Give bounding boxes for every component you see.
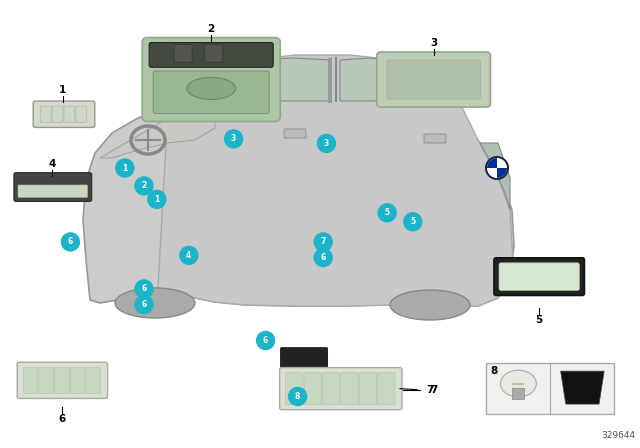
FancyBboxPatch shape	[52, 106, 63, 122]
Polygon shape	[175, 68, 215, 113]
Wedge shape	[487, 158, 497, 168]
FancyBboxPatch shape	[323, 373, 340, 405]
FancyBboxPatch shape	[153, 71, 269, 113]
Circle shape	[486, 157, 508, 179]
Circle shape	[116, 159, 134, 177]
Polygon shape	[83, 101, 514, 306]
Text: 2: 2	[207, 24, 215, 34]
Text: 6: 6	[68, 237, 73, 246]
Bar	[513, 388, 524, 399]
FancyBboxPatch shape	[341, 373, 358, 405]
FancyBboxPatch shape	[378, 373, 395, 405]
FancyBboxPatch shape	[494, 258, 584, 295]
Circle shape	[61, 233, 79, 251]
Text: 5: 5	[535, 315, 543, 325]
FancyBboxPatch shape	[280, 348, 328, 370]
FancyBboxPatch shape	[33, 101, 95, 127]
Circle shape	[148, 190, 166, 208]
Text: 2: 2	[141, 181, 147, 190]
FancyBboxPatch shape	[387, 60, 481, 99]
FancyBboxPatch shape	[377, 52, 490, 107]
FancyBboxPatch shape	[40, 106, 51, 122]
FancyBboxPatch shape	[142, 38, 280, 121]
Text: 4: 4	[186, 251, 191, 260]
FancyBboxPatch shape	[14, 173, 92, 201]
FancyBboxPatch shape	[205, 44, 223, 62]
Polygon shape	[215, 58, 330, 102]
Text: 6: 6	[263, 336, 268, 345]
Circle shape	[289, 388, 307, 405]
Text: 6: 6	[58, 414, 66, 424]
Circle shape	[378, 204, 396, 222]
FancyBboxPatch shape	[54, 367, 69, 393]
FancyBboxPatch shape	[280, 368, 402, 409]
Text: 6: 6	[141, 284, 147, 293]
Text: 1: 1	[154, 195, 159, 204]
Circle shape	[225, 130, 243, 148]
Text: 3: 3	[231, 134, 236, 143]
Text: 329644: 329644	[601, 431, 635, 440]
Text: 3: 3	[430, 38, 438, 47]
FancyBboxPatch shape	[17, 362, 108, 398]
Polygon shape	[561, 371, 604, 404]
Text: 8: 8	[295, 392, 300, 401]
Text: 8: 8	[490, 366, 498, 376]
FancyBboxPatch shape	[284, 129, 306, 138]
FancyBboxPatch shape	[149, 43, 273, 67]
FancyBboxPatch shape	[76, 106, 87, 122]
FancyBboxPatch shape	[18, 185, 88, 198]
Ellipse shape	[390, 290, 470, 320]
Ellipse shape	[187, 78, 236, 99]
Wedge shape	[497, 168, 507, 178]
Circle shape	[404, 213, 422, 231]
FancyBboxPatch shape	[499, 263, 579, 290]
FancyBboxPatch shape	[64, 106, 75, 122]
FancyBboxPatch shape	[70, 367, 85, 393]
Polygon shape	[480, 143, 510, 210]
Circle shape	[314, 233, 332, 251]
Polygon shape	[158, 55, 514, 306]
Polygon shape	[100, 102, 215, 158]
Text: 7: 7	[321, 237, 326, 246]
Polygon shape	[175, 100, 215, 113]
FancyBboxPatch shape	[424, 134, 446, 143]
FancyBboxPatch shape	[304, 373, 321, 405]
Text: 7: 7	[430, 385, 438, 395]
FancyBboxPatch shape	[359, 373, 376, 405]
FancyBboxPatch shape	[285, 373, 303, 405]
FancyBboxPatch shape	[86, 367, 100, 393]
Text: 7: 7	[426, 385, 434, 395]
Circle shape	[257, 332, 275, 349]
Text: 6: 6	[141, 300, 147, 309]
Ellipse shape	[500, 370, 536, 397]
Polygon shape	[450, 78, 478, 108]
Circle shape	[180, 246, 198, 264]
Circle shape	[314, 249, 332, 267]
FancyBboxPatch shape	[174, 44, 192, 62]
Polygon shape	[85, 103, 510, 300]
Text: 5: 5	[385, 208, 390, 217]
Text: 3: 3	[324, 139, 329, 148]
Circle shape	[317, 134, 335, 152]
Ellipse shape	[115, 288, 195, 318]
FancyBboxPatch shape	[23, 367, 38, 393]
Circle shape	[135, 296, 153, 314]
Text: 1: 1	[122, 164, 127, 172]
Text: 6: 6	[321, 253, 326, 262]
FancyBboxPatch shape	[39, 367, 54, 393]
Text: 1: 1	[59, 85, 67, 95]
Polygon shape	[340, 58, 440, 101]
Circle shape	[135, 280, 153, 298]
Text: 5: 5	[410, 217, 415, 226]
Circle shape	[135, 177, 153, 195]
Bar	[486, 363, 614, 414]
Text: 4: 4	[49, 159, 56, 168]
